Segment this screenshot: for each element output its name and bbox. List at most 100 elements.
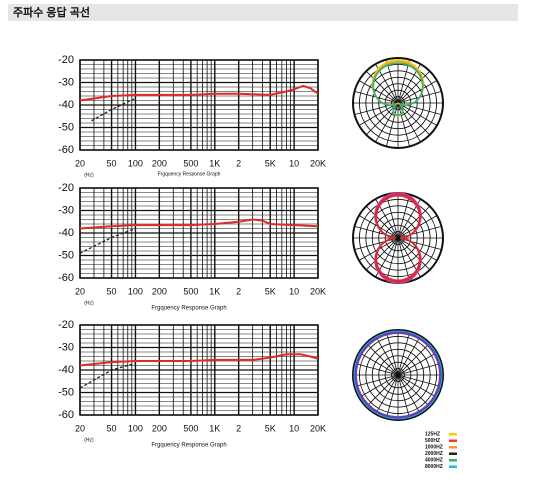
x-tick-label: 20 bbox=[75, 423, 85, 433]
x-tick-label: 20 bbox=[75, 286, 85, 296]
polar-spoke bbox=[397, 237, 431, 271]
polar-spoke bbox=[397, 374, 411, 419]
polar-spoke bbox=[358, 80, 399, 104]
polar-spoke bbox=[397, 59, 411, 104]
series-line bbox=[91, 97, 136, 122]
y-tick-label: -30 bbox=[58, 76, 74, 88]
polar-spoke bbox=[365, 374, 399, 408]
x-tick-label: 2 bbox=[236, 158, 241, 168]
polar-spoke bbox=[397, 102, 438, 126]
polar-spoke bbox=[385, 194, 399, 239]
x-tick-label: 50 bbox=[107, 158, 117, 168]
y-tick-label: -40 bbox=[58, 364, 74, 376]
polar-curve bbox=[372, 62, 424, 116]
x-tick-label: 200 bbox=[152, 423, 167, 433]
y-tick-label: -30 bbox=[58, 341, 74, 353]
legend-swatch bbox=[449, 452, 457, 455]
x-tick-label: 100 bbox=[128, 423, 143, 433]
polar-spoke bbox=[397, 374, 438, 398]
x-tick-label: 10 bbox=[289, 286, 299, 296]
polar-spoke bbox=[397, 194, 411, 239]
unit-label: (Hz) bbox=[84, 172, 94, 178]
x-axis-label: Frgquency Response Graph bbox=[151, 443, 226, 449]
polar-spoke bbox=[354, 374, 399, 388]
legend-swatch bbox=[449, 439, 457, 442]
polar-spoke bbox=[397, 362, 442, 376]
y-tick-label: -30 bbox=[58, 204, 74, 216]
polar-spoke bbox=[385, 331, 399, 376]
y-tick-label: -60 bbox=[58, 144, 74, 156]
x-tick-label: 2 bbox=[236, 423, 241, 433]
polar-spoke bbox=[397, 342, 431, 376]
legend-swatch bbox=[449, 465, 457, 468]
legend-label: 2000HZ bbox=[425, 451, 443, 457]
polar-spoke bbox=[397, 331, 411, 376]
x-tick-label: 1K bbox=[209, 423, 220, 433]
x-tick-label: 500 bbox=[183, 286, 198, 296]
polar-spoke bbox=[397, 374, 431, 408]
series-line bbox=[79, 227, 136, 254]
y-tick-label: -50 bbox=[58, 249, 74, 261]
unit-label: (Hz) bbox=[84, 437, 94, 443]
polar-spoke bbox=[385, 102, 399, 147]
legend-swatch bbox=[449, 459, 457, 462]
x-tick-label: 1K bbox=[209, 158, 220, 168]
polar-curve bbox=[355, 332, 441, 418]
polar-spoke bbox=[354, 237, 399, 251]
legend-swatch bbox=[449, 433, 457, 436]
x-tick-label: 100 bbox=[128, 158, 143, 168]
polar-spoke bbox=[365, 205, 399, 239]
y-tick-label: -20 bbox=[58, 54, 74, 66]
unit-label: (Hz) bbox=[84, 300, 94, 306]
polar-spoke bbox=[397, 225, 442, 239]
x-tick-label: 5K bbox=[265, 286, 276, 296]
x-tick-label: 20K bbox=[310, 158, 326, 168]
polar-spoke bbox=[397, 102, 411, 147]
y-tick-label: -50 bbox=[58, 386, 74, 398]
polar-spoke bbox=[385, 59, 399, 104]
x-tick-label: 50 bbox=[107, 286, 117, 296]
title-bar bbox=[8, 4, 518, 21]
polar-spoke bbox=[365, 70, 399, 104]
x-tick-label: 2 bbox=[236, 286, 241, 296]
x-tick-label: 500 bbox=[183, 423, 198, 433]
x-tick-label: 200 bbox=[152, 158, 167, 168]
y-tick-label: -40 bbox=[58, 99, 74, 111]
y-tick-label: -20 bbox=[58, 319, 74, 331]
x-axis-label: Frgquency Response Graph bbox=[151, 306, 226, 312]
polar-spoke bbox=[397, 374, 421, 415]
page-title: 주파수 응답 곡선 bbox=[13, 5, 90, 19]
polar-spoke bbox=[358, 374, 399, 398]
series-line bbox=[79, 84, 319, 102]
y-tick-label: -40 bbox=[58, 227, 74, 239]
polar-spoke bbox=[354, 225, 399, 239]
polar-spoke bbox=[358, 352, 399, 376]
polar-spoke bbox=[397, 237, 442, 251]
polar-spoke bbox=[358, 102, 399, 126]
polar-spoke bbox=[375, 374, 399, 415]
polar-curve bbox=[375, 194, 421, 282]
x-tick-label: 20 bbox=[75, 158, 85, 168]
y-tick-label: -20 bbox=[58, 182, 74, 194]
polar-spoke bbox=[397, 237, 411, 282]
x-tick-label: 10 bbox=[289, 158, 299, 168]
x-tick-label: 500 bbox=[183, 158, 198, 168]
legend-label: 1000HZ bbox=[425, 444, 443, 450]
x-tick-label: 1K bbox=[209, 286, 220, 296]
polar-spoke bbox=[385, 374, 399, 419]
x-tick-label: 50 bbox=[107, 423, 117, 433]
y-tick-label: -50 bbox=[58, 121, 74, 133]
polar-spoke bbox=[397, 80, 438, 104]
polar-spoke bbox=[397, 352, 438, 376]
polar-spoke bbox=[354, 362, 399, 376]
polar-spoke bbox=[385, 237, 399, 282]
series-line bbox=[79, 218, 319, 230]
legend-label: 125HZ bbox=[425, 431, 440, 437]
legend-swatch bbox=[449, 446, 457, 449]
legend-label: 500HZ bbox=[425, 438, 440, 444]
polar-spoke bbox=[365, 342, 399, 376]
polar-spoke bbox=[365, 237, 399, 271]
legend-label: 8000HZ bbox=[425, 464, 443, 470]
